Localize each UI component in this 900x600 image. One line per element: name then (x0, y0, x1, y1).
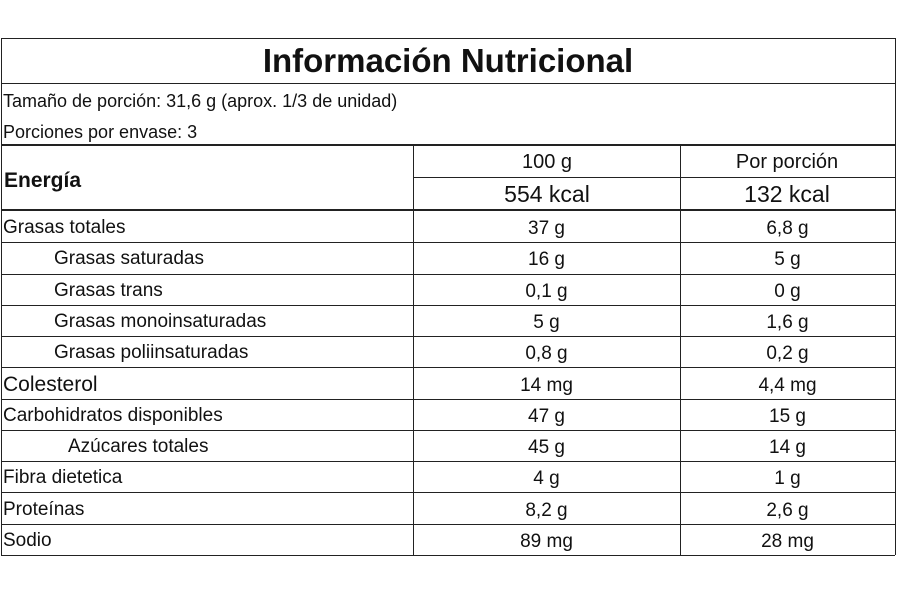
row-label: Grasas monoinsaturadas (54, 310, 267, 332)
row-label: Fibra dietetica (3, 467, 123, 489)
rule (413, 177, 895, 178)
border (1, 38, 895, 39)
row-rule (1, 304, 895, 306)
row-rule (1, 492, 895, 494)
energy-value: 132 kcal (744, 181, 830, 207)
rule (1, 144, 895, 146)
row-rule (1, 523, 895, 525)
cell-value: 45 g (528, 437, 565, 459)
servings: Porciones por envase: 3 (3, 122, 198, 142)
row-label: Grasas totales (3, 217, 126, 239)
border (895, 38, 896, 555)
cell-value: 4 g (533, 468, 560, 490)
cell-value: 6,8 g (766, 218, 809, 240)
row-rule (1, 242, 895, 244)
cell-value: 1,6 g (766, 311, 809, 333)
rule (1, 209, 895, 211)
cell-value: 4,4 mg (758, 374, 817, 396)
rule (1, 83, 895, 84)
cell-value: 0 g (774, 280, 801, 302)
row-rule (1, 398, 895, 400)
row-rule (1, 461, 895, 463)
cell-value: 47 g (528, 405, 565, 427)
row-label: Sodio (3, 529, 52, 551)
cell-value: 28 mg (761, 530, 814, 552)
cell-value: 89 mg (520, 530, 573, 552)
cell-value: 14 mg (520, 374, 573, 396)
row-label: Grasas poliinsaturadas (54, 342, 249, 364)
column-rule (680, 145, 681, 555)
cell-value: 37 g (528, 218, 565, 240)
row-rule (1, 429, 895, 431)
row-label: Colesterol (3, 372, 98, 396)
cell-value: 2,6 g (766, 499, 809, 521)
row-label: Grasas saturadas (54, 248, 204, 270)
title: Información Nutricional (262, 42, 634, 79)
cell-value: 0,1 g (525, 280, 568, 302)
cell-value: 14 g (769, 437, 806, 459)
cell-value: 5 g (533, 311, 560, 333)
serving-size: Tamaño de porción: 31,6 g (aprox. 1/3 de… (3, 91, 398, 111)
row-label: Grasas trans (54, 279, 163, 301)
cell-value: 8,2 g (525, 499, 568, 521)
row-label: Azúcares totales (68, 436, 209, 458)
energy-value: 554 kcal (504, 181, 590, 207)
column-rule (413, 145, 414, 555)
cell-value: 1 g (774, 468, 801, 490)
cell-value: 5 g (774, 249, 801, 271)
column-header: 100 g (521, 151, 573, 173)
cell-value: 0,8 g (525, 343, 568, 365)
cell-value: 15 g (769, 405, 806, 427)
row-rule (1, 336, 895, 338)
row-label: Proteínas (3, 498, 85, 520)
row-label: Carbohidratos disponibles (3, 404, 223, 426)
row-rule (1, 273, 895, 275)
cell-value: 16 g (528, 249, 565, 271)
row-rule (1, 367, 895, 369)
border (1, 38, 2, 555)
column-header: Por porción (735, 151, 839, 173)
border (1, 555, 895, 556)
cell-value: 0,2 g (766, 343, 809, 365)
energy-label: Energía (4, 169, 82, 192)
